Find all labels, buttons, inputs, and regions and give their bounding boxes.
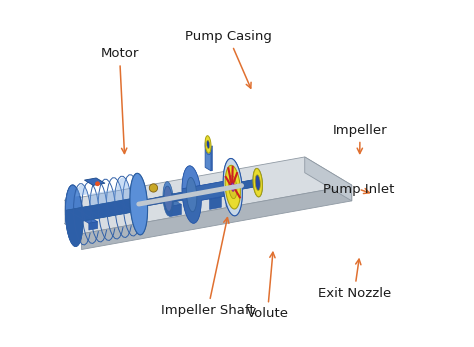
Polygon shape [253, 168, 263, 197]
Polygon shape [65, 199, 147, 246]
Polygon shape [68, 209, 98, 223]
Polygon shape [135, 196, 172, 217]
Polygon shape [135, 186, 172, 206]
Polygon shape [65, 173, 147, 221]
Polygon shape [186, 177, 197, 212]
Circle shape [95, 181, 100, 186]
Polygon shape [223, 159, 242, 216]
Polygon shape [155, 196, 182, 206]
Polygon shape [65, 185, 83, 246]
Polygon shape [75, 177, 131, 205]
Polygon shape [255, 175, 260, 191]
Polygon shape [205, 143, 211, 171]
Polygon shape [35, 157, 352, 234]
Polygon shape [211, 146, 212, 171]
Polygon shape [195, 188, 221, 199]
Polygon shape [182, 159, 242, 200]
Text: Pump Casing: Pump Casing [185, 30, 272, 88]
Polygon shape [182, 166, 201, 223]
Polygon shape [228, 176, 237, 198]
Polygon shape [136, 213, 145, 222]
Polygon shape [163, 192, 197, 216]
Polygon shape [130, 173, 147, 235]
Polygon shape [207, 140, 210, 149]
Polygon shape [163, 177, 197, 202]
Text: Impeller Shaft: Impeller Shaft [161, 218, 255, 317]
Polygon shape [205, 141, 211, 155]
Polygon shape [89, 222, 98, 230]
Text: Impeller: Impeller [333, 124, 387, 153]
Polygon shape [182, 181, 242, 223]
Text: Pump Inlet: Pump Inlet [323, 183, 394, 196]
Polygon shape [228, 168, 263, 190]
Polygon shape [115, 201, 145, 215]
Polygon shape [231, 183, 234, 191]
Polygon shape [226, 194, 238, 206]
Polygon shape [211, 185, 238, 196]
Polygon shape [228, 180, 263, 201]
Polygon shape [205, 136, 211, 153]
Circle shape [149, 184, 157, 192]
Polygon shape [225, 165, 240, 209]
Polygon shape [82, 185, 352, 249]
Polygon shape [305, 157, 352, 201]
Polygon shape [170, 204, 182, 217]
Polygon shape [164, 186, 172, 211]
Text: Motor: Motor [100, 47, 139, 153]
Polygon shape [210, 197, 221, 209]
Text: Exit Nozzle: Exit Nozzle [318, 259, 391, 300]
Polygon shape [84, 178, 105, 185]
Text: Volute: Volute [246, 252, 288, 320]
